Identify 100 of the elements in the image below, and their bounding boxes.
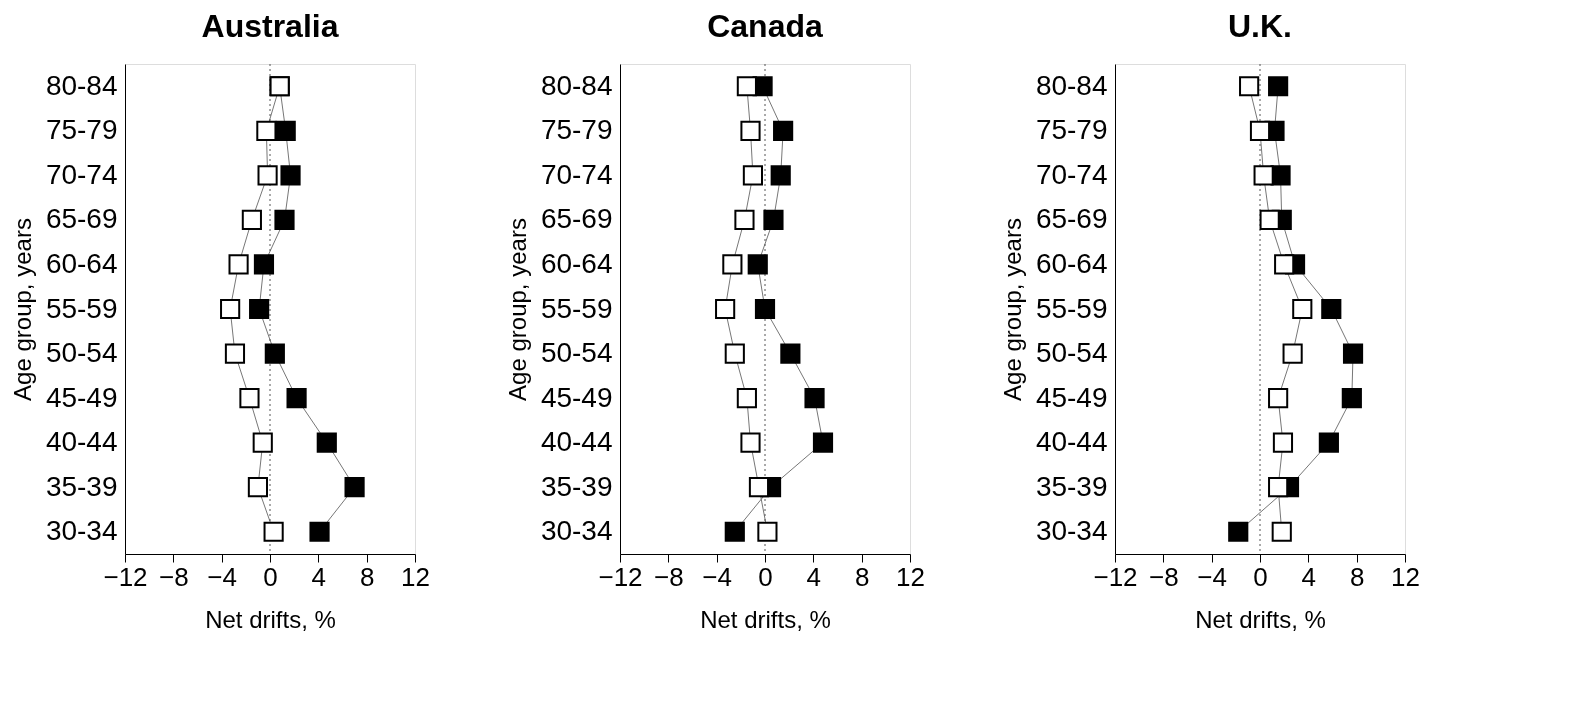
point xyxy=(1321,298,1342,320)
y-tick-label: 80-84 xyxy=(540,69,613,101)
x-tick-label: 8 xyxy=(1349,561,1365,592)
point xyxy=(1271,521,1292,542)
x-tick-label: −4 xyxy=(1197,561,1227,592)
x-tick-label: 12 xyxy=(401,561,430,592)
x-axis-title: Net drifts, % xyxy=(1195,605,1326,633)
y-tick-label: 60-64 xyxy=(45,247,118,279)
x-tick-label: 0 xyxy=(263,561,278,592)
chart-title: Canada xyxy=(707,7,823,44)
x-tick-label: 8 xyxy=(854,561,870,592)
point xyxy=(736,76,757,97)
point xyxy=(263,521,284,542)
point xyxy=(1272,432,1294,453)
point xyxy=(241,209,262,230)
point xyxy=(344,477,365,498)
point xyxy=(724,343,745,364)
y-tick-label: 60-64 xyxy=(540,247,613,279)
y-tick-label: 70-74 xyxy=(1035,158,1108,190)
point xyxy=(722,254,743,275)
y-tick-label: 35-39 xyxy=(1035,470,1108,502)
y-axis-title: Age group, years xyxy=(8,218,36,401)
y-tick-label: 40-44 xyxy=(1035,426,1108,458)
point xyxy=(724,521,745,542)
chart-title: U.K. xyxy=(1228,7,1292,44)
point xyxy=(1268,477,1289,498)
point xyxy=(257,165,278,186)
y-tick-label: 80-84 xyxy=(1035,69,1108,101)
point xyxy=(736,388,757,409)
x-tick-label: 0 xyxy=(758,561,773,592)
y-axis-title: Age group, years xyxy=(998,218,1026,401)
point xyxy=(1249,120,1271,141)
y-tick-label: 55-59 xyxy=(45,292,118,324)
point xyxy=(1239,76,1260,97)
point xyxy=(748,477,770,498)
y-tick-label: 75-79 xyxy=(1035,114,1108,146)
x-tick-label: −4 xyxy=(207,561,237,592)
y-tick-label: 60-64 xyxy=(1035,247,1108,279)
y-tick-label: 50-54 xyxy=(1035,337,1108,369)
point xyxy=(754,298,776,320)
point xyxy=(734,209,755,230)
y-tick-label: 40-44 xyxy=(45,426,118,458)
x-tick-label: 4 xyxy=(806,561,822,592)
y-tick-label: 65-69 xyxy=(540,203,613,235)
x-tick-label: −8 xyxy=(654,561,684,592)
point xyxy=(715,298,736,320)
y-tick-label: 80-84 xyxy=(45,69,118,101)
y-tick-label: 75-79 xyxy=(540,114,613,146)
point xyxy=(264,343,285,364)
point xyxy=(1268,388,1289,409)
y-tick-label: 55-59 xyxy=(1035,292,1108,324)
x-tick-label: 12 xyxy=(1391,561,1420,592)
point xyxy=(1268,76,1289,97)
point xyxy=(1341,388,1362,409)
chart-title: Australia xyxy=(201,7,339,44)
y-tick-label: 45-49 xyxy=(540,381,613,413)
x-tick-label: −12 xyxy=(598,561,643,592)
point xyxy=(812,432,834,453)
point xyxy=(1292,298,1313,320)
point xyxy=(747,254,768,275)
point xyxy=(770,165,791,186)
point xyxy=(1342,343,1364,364)
point xyxy=(309,521,330,542)
x-tick-label: −4 xyxy=(702,561,732,592)
point xyxy=(256,120,277,141)
y-tick-label: 35-39 xyxy=(45,470,118,502)
point xyxy=(1253,165,1274,186)
y-tick-label: 55-59 xyxy=(540,292,613,324)
point xyxy=(1228,521,1249,542)
y-tick-label: 45-49 xyxy=(1035,381,1108,413)
x-tick-label: 4 xyxy=(311,561,327,592)
point xyxy=(757,521,778,542)
x-tick-label: 0 xyxy=(1253,561,1268,592)
x-tick-label: −12 xyxy=(103,561,148,592)
y-tick-label: 50-54 xyxy=(540,337,613,369)
point xyxy=(740,120,761,141)
point xyxy=(773,120,794,141)
x-axis-title: Net drifts, % xyxy=(700,605,831,633)
point xyxy=(280,165,301,186)
x-tick-label: −8 xyxy=(159,561,189,592)
y-tick-label: 30-34 xyxy=(45,515,118,547)
point xyxy=(239,388,260,409)
point xyxy=(763,209,784,230)
point xyxy=(228,254,249,275)
y-tick-label: 75-79 xyxy=(45,114,118,146)
point xyxy=(740,432,761,453)
y-tick-label: 40-44 xyxy=(540,426,613,458)
x-tick-label: 4 xyxy=(1301,561,1317,592)
point xyxy=(249,298,270,320)
point xyxy=(220,298,241,320)
point xyxy=(286,388,307,409)
point xyxy=(253,254,275,275)
x-tick-label: 12 xyxy=(896,561,925,592)
point xyxy=(247,477,268,498)
point xyxy=(224,343,246,364)
point xyxy=(780,343,801,364)
y-tick-label: 65-69 xyxy=(45,203,118,235)
point xyxy=(1282,343,1303,364)
y-tick-label: 50-54 xyxy=(45,337,118,369)
point xyxy=(275,120,296,141)
